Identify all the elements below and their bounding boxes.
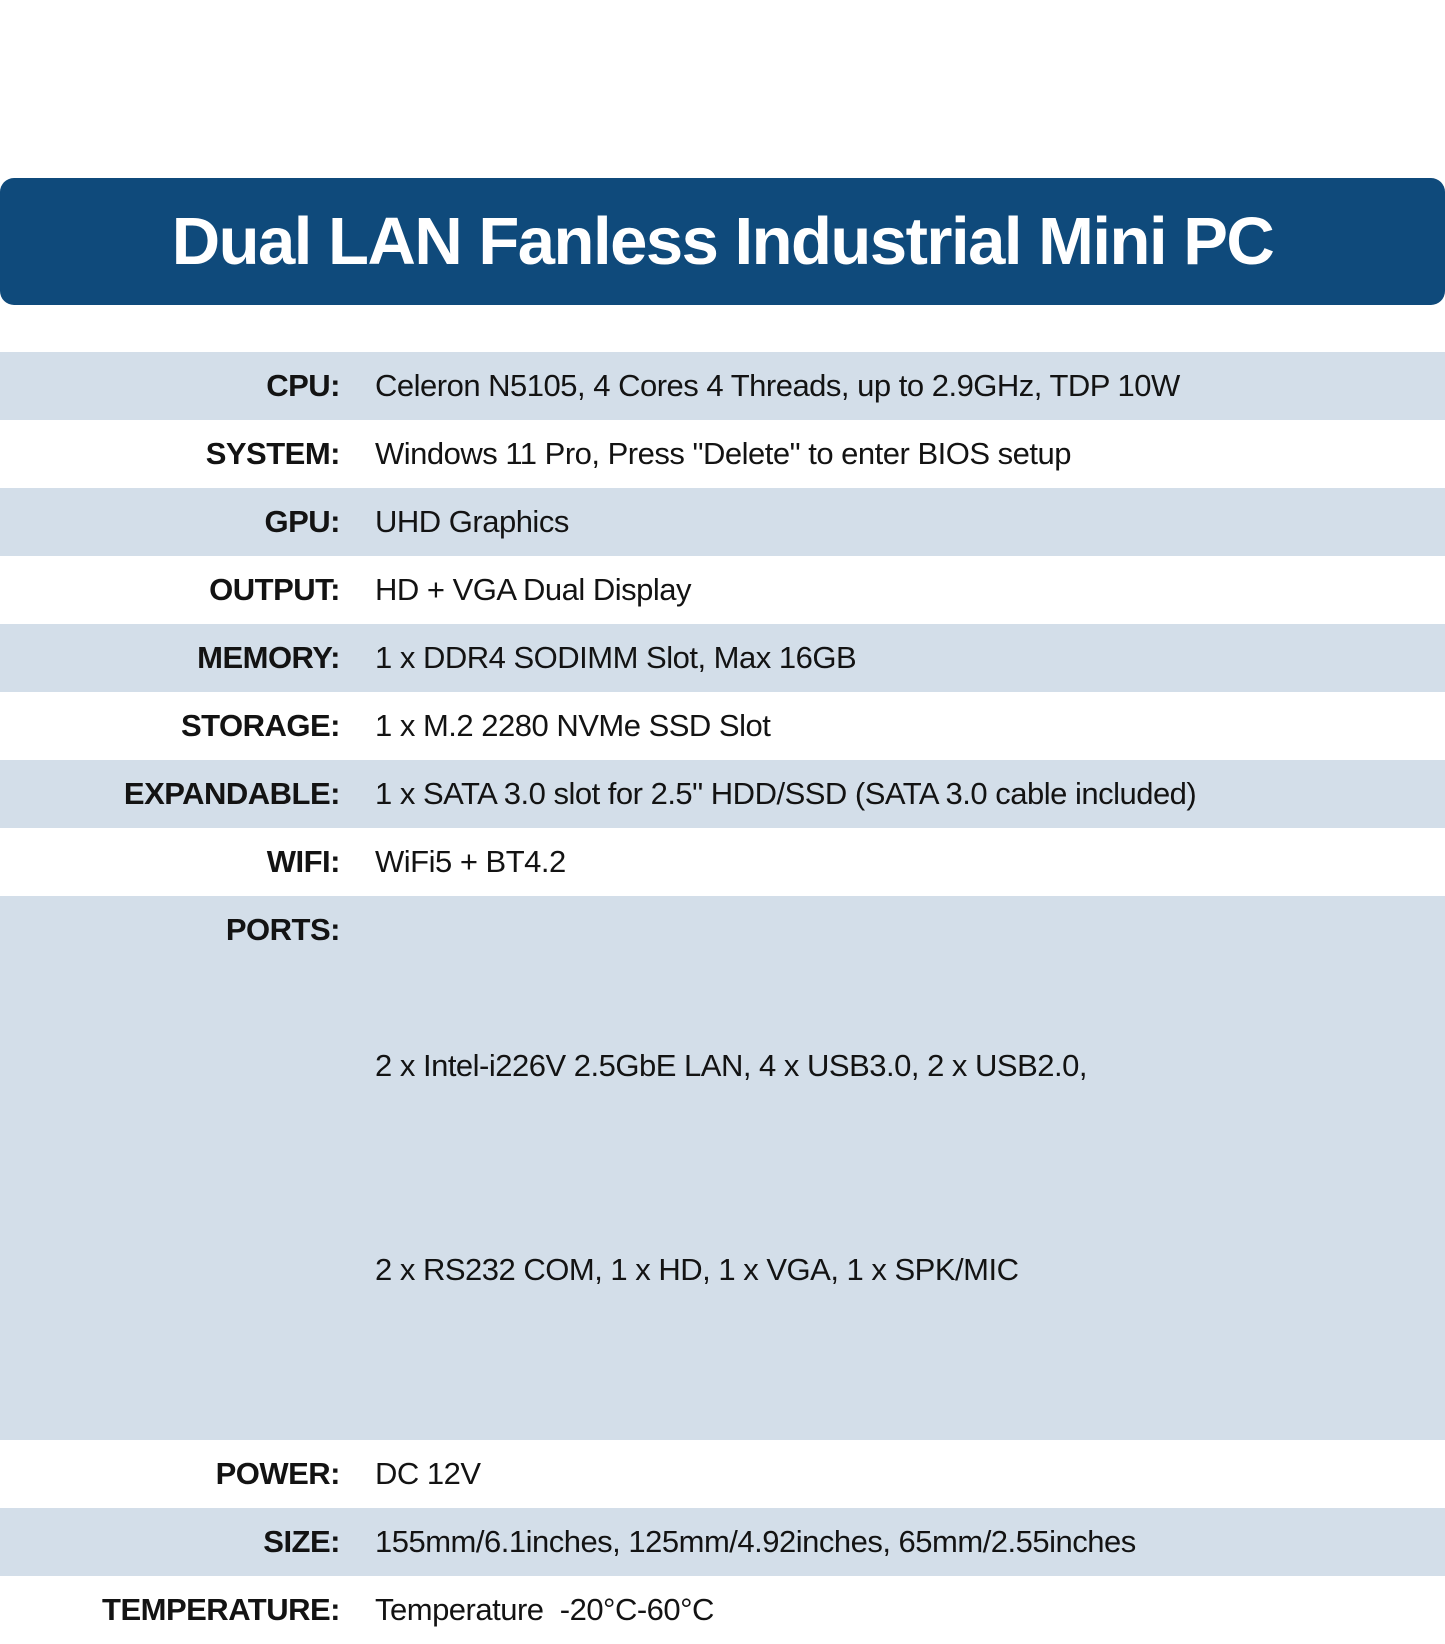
spec-row-power: POWER: DC 12V bbox=[0, 1440, 1445, 1508]
spec-row-temperature: TEMPERATURE: Temperature -20°C-60°C bbox=[0, 1576, 1445, 1644]
spec-table: CPU: Celeron N5105, 4 Cores 4 Threads, u… bbox=[0, 352, 1445, 1644]
spec-value: 155mm/6.1inches, 125mm/4.92inches, 65mm/… bbox=[375, 1524, 1136, 1559]
spec-value: WiFi5 + BT4.2 bbox=[375, 844, 566, 879]
spec-label: PORTS: bbox=[225, 912, 341, 947]
spec-value: Windows 11 Pro, Press "Delete" to enter … bbox=[375, 436, 1071, 471]
spec-value: 2 x Intel-i226V 2.5GbE LAN, 4 x USB3.0, … bbox=[375, 896, 1088, 1440]
spec-value-line-2: 2 x RS232 COM, 1 x HD, 1 x VGA, 1 x SPK/… bbox=[375, 1252, 1019, 1287]
spec-label: STORAGE: bbox=[180, 708, 341, 743]
spec-row-memory: MEMORY: 1 x DDR4 SODIMM Slot, Max 16GB bbox=[0, 624, 1445, 692]
title-banner: Dual LAN Fanless Industrial Mini PC bbox=[0, 178, 1445, 305]
spec-label: MEMORY: bbox=[197, 640, 340, 675]
spec-row-system: SYSTEM: Windows 11 Pro, Press "Delete" t… bbox=[0, 420, 1445, 488]
spec-row-ports: PORTS: 2 x Intel-i226V 2.5GbE LAN, 4 x U… bbox=[0, 896, 1445, 1440]
spec-value: DC 12V bbox=[375, 1456, 481, 1491]
spec-label: EXPANDABLE: bbox=[123, 776, 341, 811]
spec-row-expandable: EXPANDABLE: 1 x SATA 3.0 slot for 2.5" H… bbox=[0, 760, 1445, 828]
spec-row-size: SIZE: 155mm/6.1inches, 125mm/4.92inches,… bbox=[0, 1508, 1445, 1576]
spec-label: GPU: bbox=[264, 504, 341, 539]
spec-label: SYSTEM: bbox=[205, 436, 341, 471]
spec-value-line-1: 2 x Intel-i226V 2.5GbE LAN, 4 x USB3.0, … bbox=[375, 1048, 1088, 1083]
spec-row-storage: STORAGE: 1 x M.2 2280 NVMe SSD Slot bbox=[0, 692, 1445, 760]
spec-label: WIFI: bbox=[266, 844, 341, 879]
spec-value: UHD Graphics bbox=[375, 504, 569, 539]
spec-label: CPU: bbox=[266, 368, 340, 403]
spec-label: OUTPUT: bbox=[209, 572, 340, 607]
spec-value: HD + VGA Dual Display bbox=[375, 572, 691, 607]
spec-value: 1 x M.2 2280 NVMe SSD Slot bbox=[375, 708, 771, 743]
spec-value: 1 x DDR4 SODIMM Slot, Max 16GB bbox=[375, 640, 857, 675]
spec-label: POWER: bbox=[215, 1456, 341, 1491]
spec-value: Temperature -20°C-60°C bbox=[375, 1592, 714, 1627]
spec-row-gpu: GPU: UHD Graphics bbox=[0, 488, 1445, 556]
page-title: Dual LAN Fanless Industrial Mini PC bbox=[171, 204, 1275, 279]
spec-value: 1 x SATA 3.0 slot for 2.5" HDD/SSD (SATA… bbox=[375, 776, 1197, 811]
spec-label: TEMPERATURE: bbox=[102, 1592, 340, 1627]
spec-label: SIZE: bbox=[263, 1524, 340, 1559]
spec-row-cpu: CPU: Celeron N5105, 4 Cores 4 Threads, u… bbox=[0, 352, 1445, 420]
spec-row-output: OUTPUT: HD + VGA Dual Display bbox=[0, 556, 1445, 624]
spec-row-wifi: WIFI: WiFi5 + BT4.2 bbox=[0, 828, 1445, 896]
spec-value: Celeron N5105, 4 Cores 4 Threads, up to … bbox=[375, 368, 1180, 403]
spec-sheet-page: Dual LAN Fanless Industrial Mini PC CPU:… bbox=[0, 178, 1445, 1627]
